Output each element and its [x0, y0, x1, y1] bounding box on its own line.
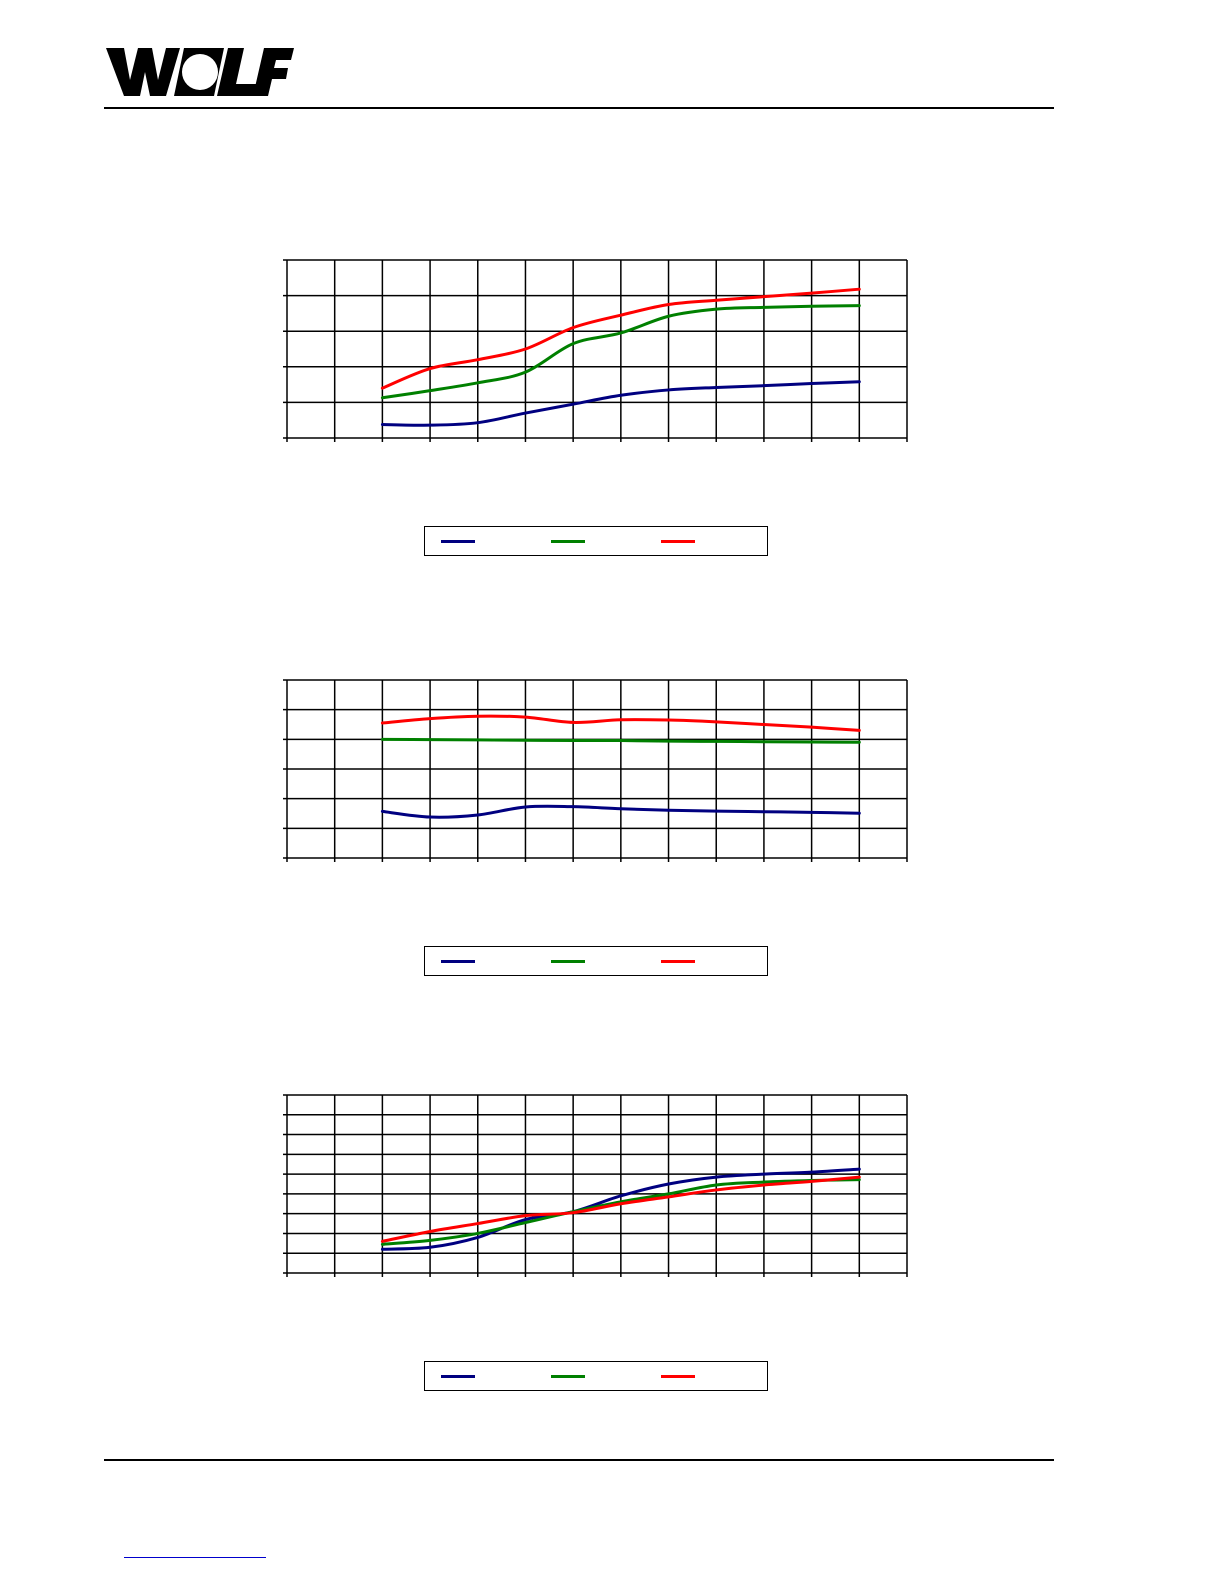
chart-2 — [283, 679, 908, 862]
series-line-2 — [380, 1178, 861, 1246]
legend-swatch-series-2 — [551, 1375, 585, 1378]
chart-3 — [283, 1094, 908, 1277]
series-line-2 — [380, 304, 861, 400]
series-line-3 — [380, 714, 861, 732]
series-line-1 — [380, 1167, 861, 1251]
footer-link-underline[interactable] — [124, 1557, 266, 1558]
legend-swatch-series-3 — [661, 1375, 695, 1378]
legend-swatch-series-3 — [661, 540, 695, 543]
series-line-1 — [380, 804, 861, 819]
series-line-3 — [380, 1175, 861, 1243]
legend-swatch-series-1 — [441, 1375, 475, 1378]
wolf-logo — [106, 48, 294, 96]
legend-swatch-series-3 — [661, 960, 695, 963]
chart-1-legend — [424, 526, 768, 556]
legend-swatch-series-1 — [441, 960, 475, 963]
footer-rule — [104, 1459, 1054, 1461]
chart-2-legend — [424, 946, 768, 976]
series-line-3 — [380, 287, 861, 390]
legend-swatch-series-2 — [551, 540, 585, 543]
legend-swatch-series-1 — [441, 540, 475, 543]
chart-3-legend — [424, 1361, 768, 1391]
header-rule — [104, 107, 1054, 109]
series-line-2 — [380, 737, 861, 744]
series-line-1 — [380, 380, 861, 427]
legend-swatch-series-2 — [551, 960, 585, 963]
chart-1 — [283, 259, 908, 442]
